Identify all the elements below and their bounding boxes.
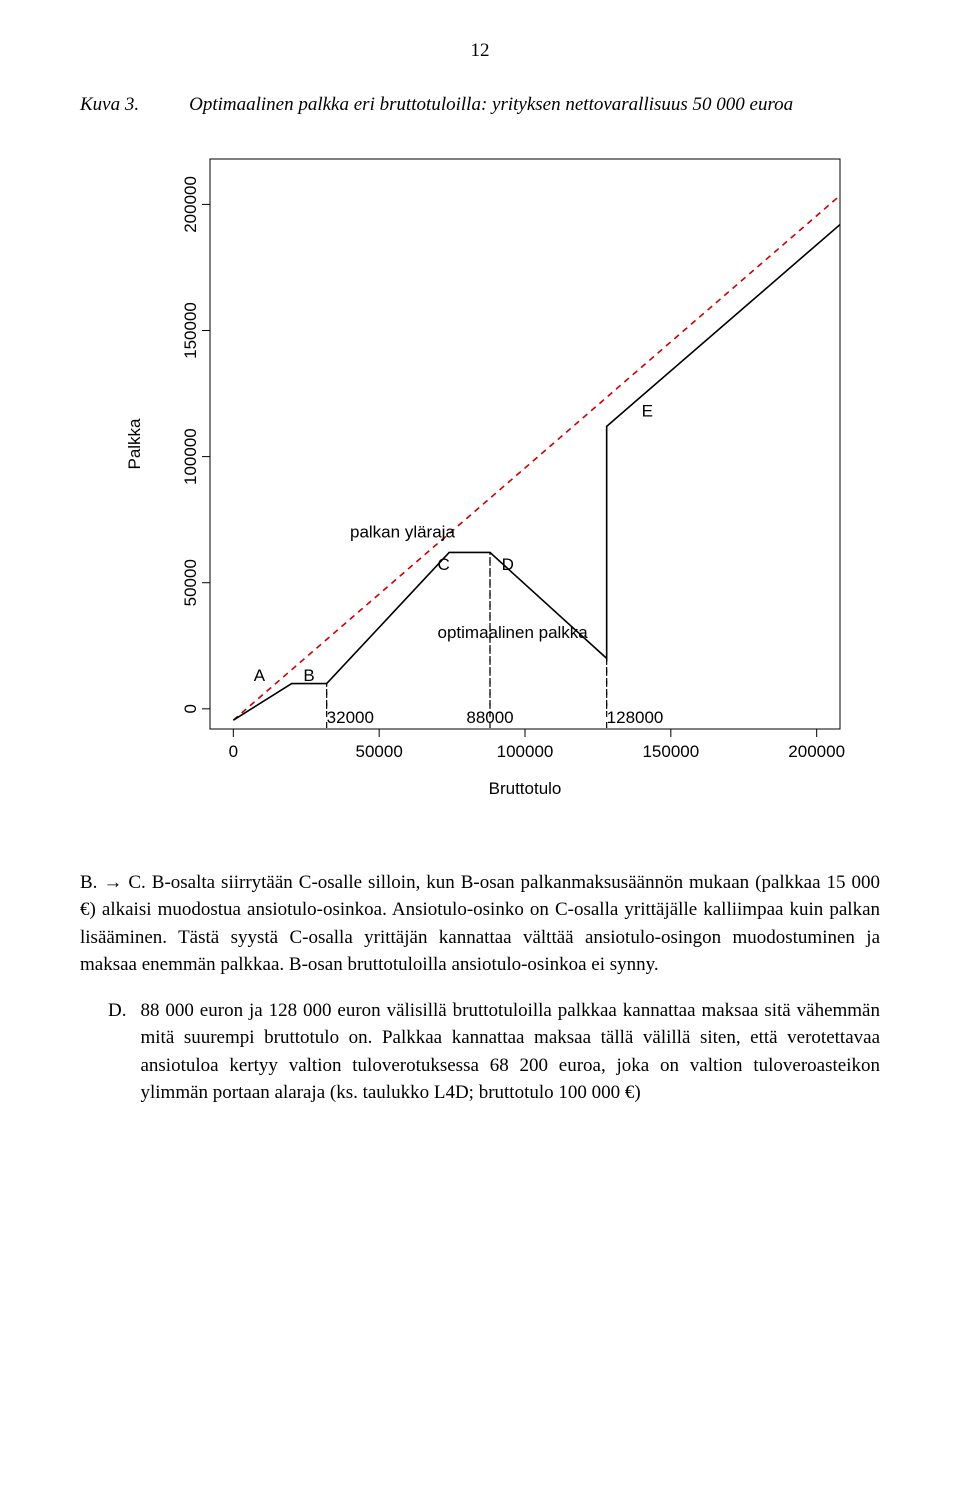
- svg-text:150000: 150000: [181, 302, 200, 359]
- list-item-marker: D.: [108, 997, 126, 1107]
- svg-text:palkan yläraja: palkan yläraja: [350, 522, 455, 541]
- svg-text:128000: 128000: [607, 708, 664, 727]
- paragraph-prefix: B. → C.: [80, 872, 152, 893]
- svg-text:D: D: [502, 555, 514, 574]
- svg-text:0: 0: [181, 704, 200, 713]
- svg-text:50000: 50000: [356, 742, 403, 761]
- svg-text:100000: 100000: [181, 428, 200, 485]
- body-text: B. → C. B-osalta siirrytään C-osalle sil…: [80, 869, 880, 1107]
- paragraph-body: B-osalta siirrytään C-osalle silloin, ku…: [80, 872, 880, 976]
- svg-text:200000: 200000: [788, 742, 845, 761]
- svg-text:0: 0: [229, 742, 238, 761]
- svg-text:200000: 200000: [181, 176, 200, 233]
- figure-caption-label: Kuva 3.: [80, 92, 139, 119]
- line-chart: 0 50000 100000 150000 200000 Bruttotulo 0 50000…: [100, 139, 860, 829]
- svg-text:C: C: [438, 555, 450, 574]
- svg-text:E: E: [642, 401, 653, 420]
- chart-container: 0 50000 100000 150000 200000 Bruttotulo 0 50000…: [80, 139, 880, 829]
- svg-text:100000: 100000: [497, 742, 554, 761]
- svg-text:150000: 150000: [642, 742, 699, 761]
- list-item-d: D. 88 000 euron ja 128 000 euron välisil…: [108, 997, 880, 1107]
- svg-text:Palkka: Palkka: [125, 418, 144, 470]
- svg-text:88000: 88000: [466, 708, 513, 727]
- svg-text:A: A: [254, 666, 266, 685]
- svg-text:50000: 50000: [181, 559, 200, 606]
- svg-text:32000: 32000: [327, 708, 374, 727]
- paragraph-b-c: B. → C. B-osalta siirrytään C-osalle sil…: [80, 869, 880, 979]
- figure-caption: Kuva 3. Optimaalinen palkka eri bruttotu…: [80, 92, 880, 119]
- svg-text:B: B: [303, 666, 314, 685]
- svg-text:Bruttotulo: Bruttotulo: [489, 779, 562, 798]
- page-number: 12: [80, 40, 880, 62]
- svg-text:optimaalinen palkka: optimaalinen palkka: [438, 623, 589, 642]
- list-item-text: 88 000 euron ja 128 000 euron välisillä …: [140, 997, 880, 1107]
- figure-caption-text: Optimaalinen palkka eri bruttotuloilla: …: [189, 92, 880, 119]
